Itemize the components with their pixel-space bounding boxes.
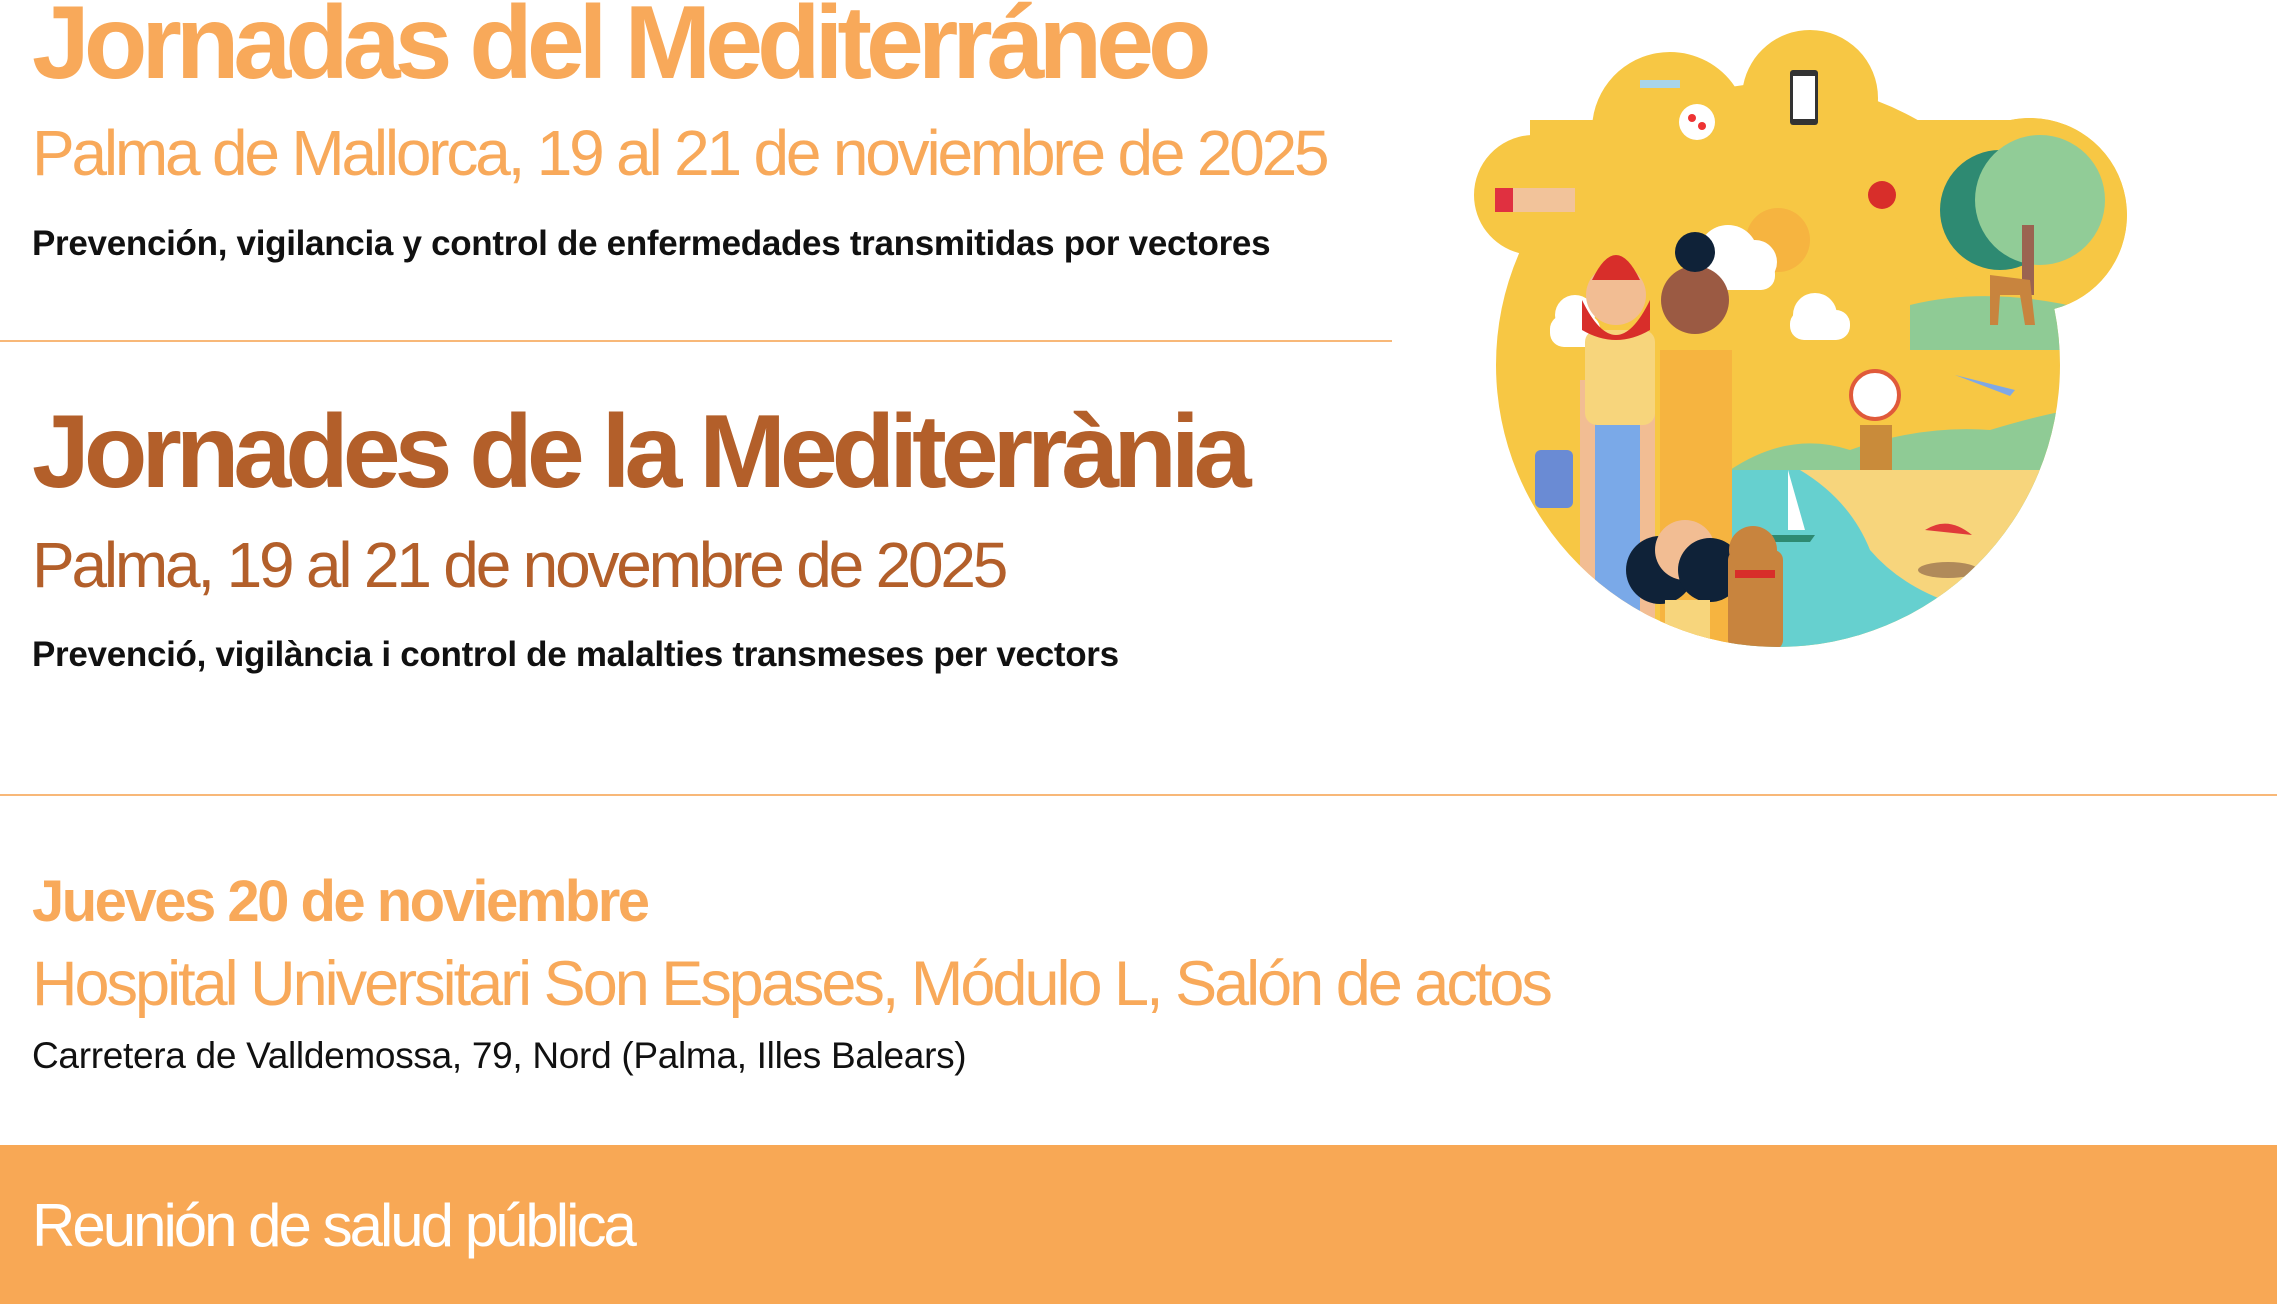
subtitle-spanish: Palma de Mallorca, 19 al 21 de noviembre… bbox=[32, 117, 1330, 189]
sailboat-icon bbox=[1788, 470, 1805, 530]
cardinal-bird-icon bbox=[1868, 181, 1896, 209]
description-catalan: Prevenció, vigilància i control de malal… bbox=[32, 635, 1119, 674]
beach-umbrella-icon bbox=[1925, 523, 1972, 535]
illustration bbox=[1474, 30, 2127, 647]
virus-icon bbox=[1679, 104, 1715, 140]
subtitle-catalan: Palma, 19 al 21 de novembre de 2025 bbox=[32, 529, 1008, 601]
description-spanish: Prevención, vigilancia y control de enfe… bbox=[32, 224, 1271, 263]
dog-icon bbox=[1728, 526, 1783, 647]
divider bbox=[0, 794, 2277, 796]
title-catalan: Jornades de la Mediterrània bbox=[32, 394, 1252, 510]
session-address: Carretera de Valldemossa, 79, Nord (Palm… bbox=[32, 1035, 967, 1076]
title-spanish: Jornadas del Mediterráneo bbox=[32, 0, 1212, 101]
airplane-icon bbox=[1955, 375, 2015, 396]
horse-icon bbox=[1990, 275, 2035, 325]
divider bbox=[0, 340, 1392, 342]
footer-band: Reunión de salud pública bbox=[0, 1145, 2277, 1304]
session-day: Jueves 20 de noviembre bbox=[32, 869, 650, 934]
session-venue: Hospital Universitari Son Espases, Módul… bbox=[32, 949, 1553, 1019]
windmill-icon bbox=[1860, 425, 1892, 470]
repellent-icon bbox=[1535, 450, 1573, 508]
microscope-icon bbox=[1640, 80, 1680, 88]
footer-label: Reunión de salud pública bbox=[32, 1192, 637, 1259]
hills bbox=[1730, 410, 2070, 470]
